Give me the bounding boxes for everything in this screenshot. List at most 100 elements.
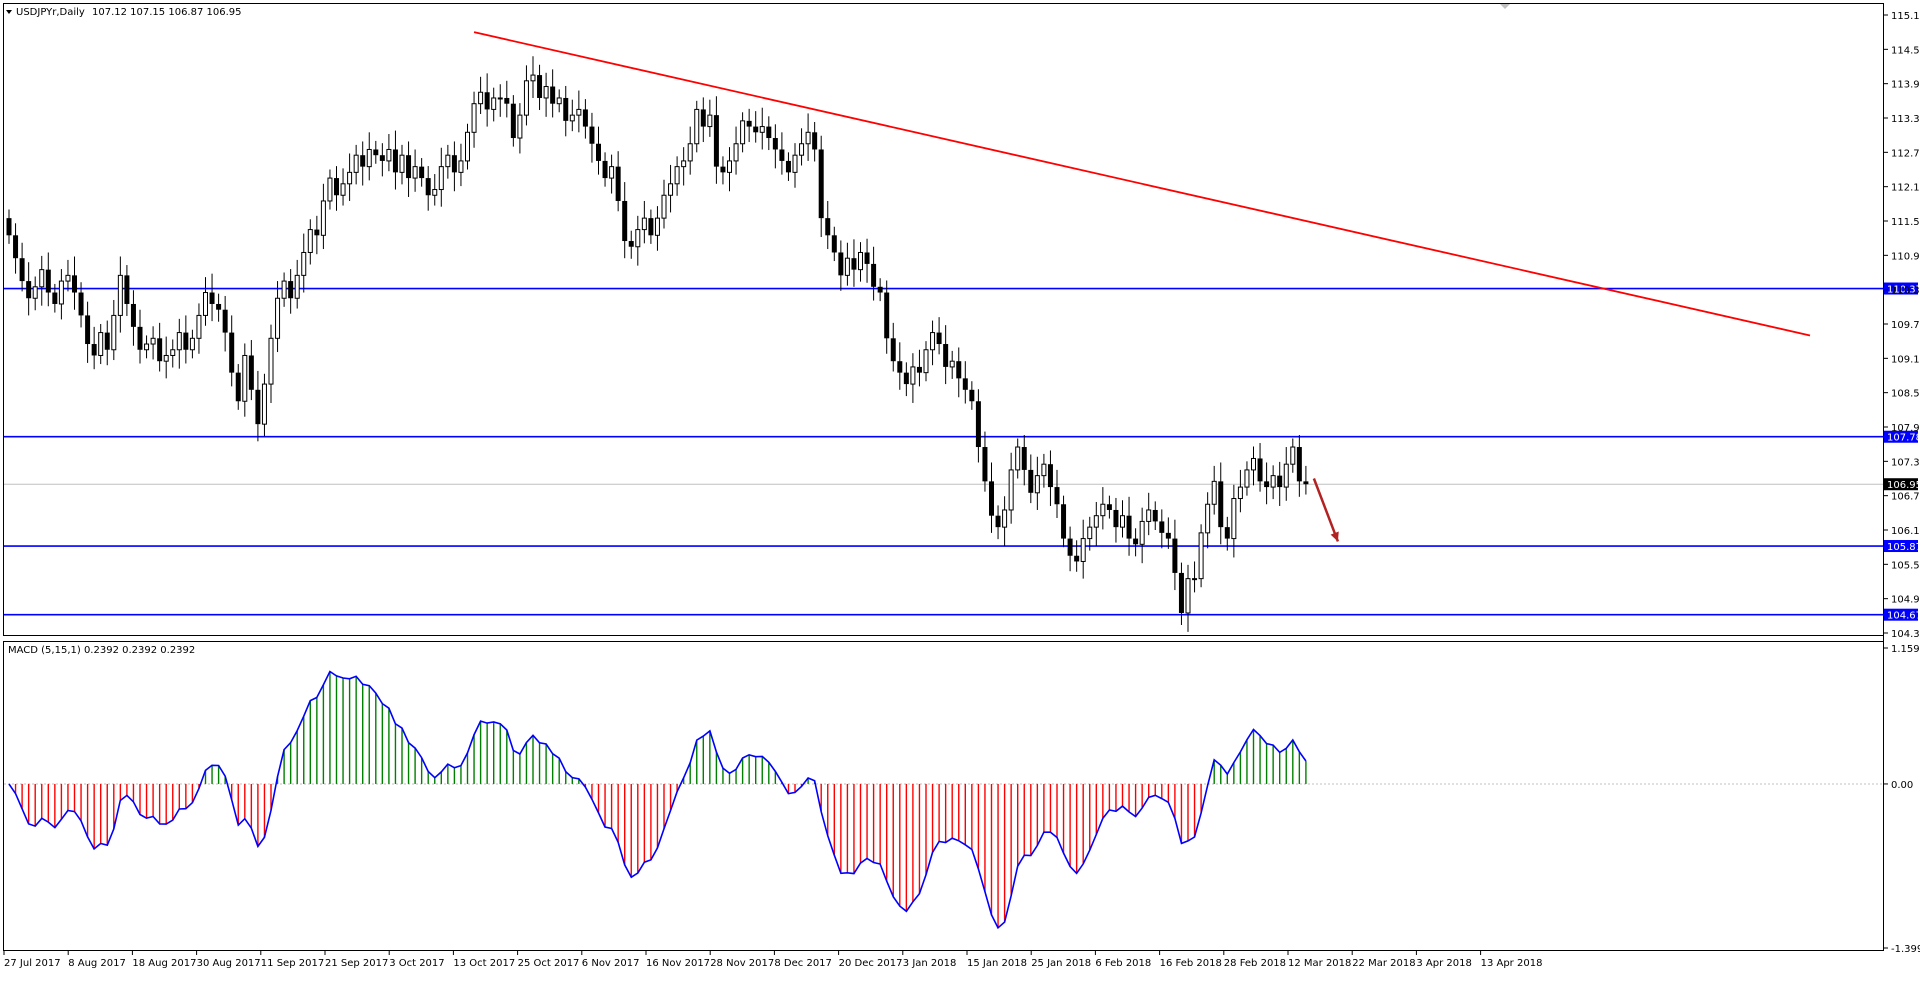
candle-bear xyxy=(812,132,818,150)
level-price-tag xyxy=(1884,282,1918,295)
candle-bear xyxy=(1165,532,1171,539)
candle-bull xyxy=(949,360,955,368)
date-axis-label: 8 Dec 2017 xyxy=(774,958,832,969)
candle-bear xyxy=(1028,469,1034,493)
down-arrow-shaft[interactable] xyxy=(1312,478,1340,542)
candle-bear xyxy=(1074,555,1080,562)
price-axis-label: 106.15 xyxy=(1891,526,1920,537)
date-axis-label: 12 Mar 2018 xyxy=(1288,958,1351,969)
candle-bear xyxy=(124,275,130,304)
price-axis-label: 111.55 xyxy=(1891,217,1920,228)
candle-bull xyxy=(150,337,156,345)
date-axis-label: 22 Mar 2018 xyxy=(1352,958,1415,969)
candle-bear xyxy=(1152,509,1158,522)
candle-bull xyxy=(242,354,248,402)
candle-bear xyxy=(130,303,136,327)
candle-bull xyxy=(569,114,575,122)
date-axis-label: 20 Dec 2017 xyxy=(839,958,903,969)
candle-bear xyxy=(1047,464,1053,488)
candle-bear xyxy=(1054,487,1060,505)
candle-bear xyxy=(1303,481,1309,485)
price-axis-label: 105.55 xyxy=(1891,560,1920,571)
candle-bull xyxy=(517,114,523,139)
candle-bear xyxy=(13,235,19,259)
candle-bear xyxy=(85,315,91,345)
candle-bear xyxy=(484,92,490,110)
candle-bear xyxy=(602,160,608,179)
candle-bear xyxy=(1264,481,1270,488)
candle-bear xyxy=(104,332,110,350)
candle-bull xyxy=(1185,578,1191,614)
candle-bull xyxy=(1237,486,1243,500)
candle-bear xyxy=(1178,572,1184,613)
candle-bull xyxy=(458,160,464,173)
candle-bear xyxy=(1218,481,1224,528)
date-axis-label: 3 Oct 2017 xyxy=(389,958,444,969)
date-axis-label: 6 Feb 2018 xyxy=(1095,958,1151,969)
candle-bear xyxy=(1133,538,1139,545)
candle-bear xyxy=(746,120,752,127)
candle-bull xyxy=(340,183,346,196)
candle-bull xyxy=(609,166,615,179)
candle-bear xyxy=(982,447,988,482)
price-axis-label: 115.15 xyxy=(1891,11,1920,22)
candle-bear xyxy=(334,178,339,196)
candle-bull xyxy=(792,154,798,173)
price-axis-label: 106.75 xyxy=(1891,492,1920,503)
candle-bull xyxy=(32,286,38,299)
candle-bull xyxy=(1283,463,1289,488)
candle-bull xyxy=(641,217,647,231)
candle-bear xyxy=(183,332,189,350)
candle-bull xyxy=(530,74,536,82)
candle-bear xyxy=(1172,538,1178,573)
candle-bull xyxy=(1146,509,1152,522)
candle-bear xyxy=(1106,504,1112,510)
price-axis-label: 107.95 xyxy=(1891,423,1920,434)
price-axis-label: 113.95 xyxy=(1891,80,1920,91)
candle-bull xyxy=(432,189,438,196)
date-axis-label: 25 Oct 2017 xyxy=(518,958,580,969)
candle-bull xyxy=(144,343,150,351)
candle-bull xyxy=(1244,469,1250,488)
macd-axis-label: -1.3996 xyxy=(1891,944,1920,955)
macd-axis-label: 1.1599 xyxy=(1891,644,1920,655)
candle-bear xyxy=(52,292,58,304)
chart-ohlc-values: 107.12 107.15 106.87 106.95 xyxy=(92,7,242,18)
candle-bull xyxy=(1231,498,1237,540)
candle-bull xyxy=(556,97,562,105)
candle-bull xyxy=(858,251,863,271)
date-axis-label: 3 Apr 2018 xyxy=(1416,958,1471,969)
candle-bear xyxy=(255,389,261,425)
candle-bull xyxy=(189,337,195,351)
candle-bull xyxy=(294,274,300,299)
down-arrow-icon xyxy=(1330,531,1339,542)
candle-bear xyxy=(314,229,320,236)
candle-bull xyxy=(203,292,208,316)
candle-bull xyxy=(1198,532,1204,580)
triangle-down-icon[interactable] xyxy=(6,10,12,14)
candle-bear xyxy=(851,258,857,270)
candle-bull xyxy=(386,148,392,162)
chart-shift-marker[interactable] xyxy=(1500,4,1510,9)
candle-bear xyxy=(216,303,222,310)
candle-bull xyxy=(1041,463,1047,477)
candle-bear xyxy=(969,389,975,402)
candle-bear xyxy=(45,269,51,293)
price-pane[interactable] xyxy=(3,3,1884,636)
macd-pane[interactable] xyxy=(3,641,1884,951)
candle-bull xyxy=(268,337,274,385)
candle-bear xyxy=(1113,509,1119,528)
downtrend-line[interactable] xyxy=(473,31,1811,337)
candle-bear xyxy=(622,200,628,242)
candle-bull xyxy=(930,332,936,351)
macd-label: MACD (5,15,1) 0.2392 0.2392 0.2392 xyxy=(8,645,195,656)
candle-bull xyxy=(366,148,372,168)
candle-bull xyxy=(196,314,202,339)
candle-bull xyxy=(1270,475,1276,488)
macd-axis-label: 0.00 xyxy=(1891,780,1913,791)
price-axis-label: 109.15 xyxy=(1891,354,1920,365)
price-axis-label: 109.75 xyxy=(1891,320,1920,331)
candle-bear xyxy=(1277,475,1283,488)
level-price-label: 107.78 xyxy=(1887,433,1920,444)
